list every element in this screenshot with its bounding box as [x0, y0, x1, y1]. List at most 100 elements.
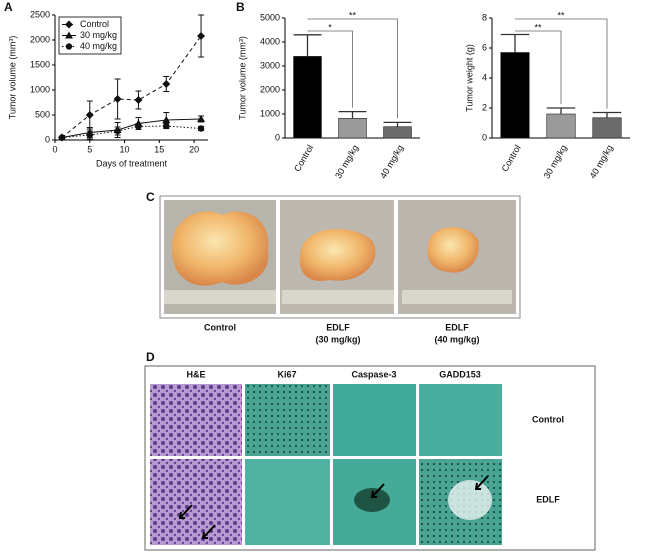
tumor — [171, 211, 269, 286]
x-tick-label: Control — [292, 143, 315, 173]
y-tick-label: 3000 — [260, 60, 280, 70]
marker — [162, 80, 171, 88]
stain — [354, 488, 390, 512]
micrograph — [150, 384, 242, 456]
x-tick-label: 30 mg/kg — [542, 143, 569, 180]
arrow — [370, 483, 385, 498]
x-tick-label: 0 — [52, 144, 57, 154]
y-tick-label: 0 — [275, 132, 280, 142]
tumor — [427, 227, 479, 273]
legend-label: 30 mg/kg — [80, 30, 117, 40]
photo-panel — [159, 195, 521, 319]
ruler — [402, 290, 512, 304]
marker — [86, 131, 93, 139]
significance-label: * — [328, 22, 332, 32]
photo-caption: Control — [204, 322, 236, 332]
significance-label: ** — [557, 10, 565, 20]
bar — [293, 56, 322, 139]
y-axis-title: Tumor weight (g) — [464, 44, 474, 112]
y-tick-label: 0 — [45, 134, 50, 144]
tumor — [299, 228, 376, 281]
column-header: H&E — [186, 369, 205, 379]
marker — [114, 127, 121, 135]
y-tick-label: 2000 — [30, 34, 50, 44]
y-tick-label: 2 — [482, 102, 487, 112]
significance-bracket — [515, 18, 608, 109]
legend-marker — [65, 43, 73, 50]
x-tick-label: 30 mg/kg — [333, 143, 360, 180]
marker — [162, 116, 171, 123]
bar — [383, 126, 412, 139]
legend-marker — [65, 31, 73, 39]
significance-bracket — [307, 30, 353, 108]
y-axis-title: Tumor volume (mm³) — [237, 36, 247, 120]
ruler — [164, 290, 276, 304]
x-tick-label: 5 — [87, 144, 92, 154]
y-tick-label: 1500 — [30, 59, 50, 69]
series-line — [61, 118, 202, 138]
arrow — [178, 504, 193, 519]
arrow — [201, 524, 216, 539]
micrograph — [333, 384, 416, 456]
significance-bracket — [515, 30, 562, 104]
marker — [197, 115, 206, 122]
y-tick-label: 1000 — [260, 108, 280, 118]
y-tick-label: 6 — [482, 42, 487, 52]
x-tick-label: 10 — [120, 144, 130, 154]
micrograph — [419, 384, 502, 456]
x-tick-label: 20 — [189, 144, 199, 154]
marker — [197, 32, 206, 40]
stain — [448, 480, 492, 520]
row-label: Control — [532, 414, 564, 424]
y-tick-label: 1000 — [30, 84, 50, 94]
micrograph — [150, 459, 242, 545]
y-tick-label: 500 — [35, 109, 50, 119]
y-tick-label: 5000 — [260, 12, 280, 22]
x-axis-title: Days of treatment — [96, 158, 168, 168]
histology-panel — [144, 365, 596, 551]
ruler — [282, 290, 394, 304]
x-tick-label: 15 — [154, 144, 164, 154]
photo-caption: EDLF — [445, 322, 469, 332]
legend-label: 40 mg/kg — [80, 41, 117, 51]
photo-caption: (40 mg/kg) — [434, 334, 479, 344]
bar — [338, 118, 367, 139]
row-label: EDLF — [536, 494, 560, 504]
x-tick-label: 40 mg/kg — [588, 143, 615, 180]
legend-marker — [65, 20, 73, 29]
significance-bracket — [307, 18, 398, 119]
column-header: Caspase-3 — [351, 369, 396, 379]
panel-label: C — [146, 190, 155, 204]
bar — [592, 117, 622, 139]
y-axis-title: Tumor volume (mm³) — [7, 36, 17, 120]
panel-label: B — [236, 0, 245, 14]
y-tick-label: 4 — [482, 72, 487, 82]
micrograph — [245, 384, 330, 456]
marker — [135, 123, 142, 130]
marker — [58, 134, 66, 141]
marker — [197, 125, 205, 132]
series-line — [61, 125, 202, 138]
marker — [134, 96, 143, 104]
column-header: GADD153 — [439, 369, 481, 379]
legend-label: Control — [80, 19, 109, 29]
column-header: Ki67 — [277, 369, 296, 379]
panel-label: D — [146, 350, 155, 364]
y-tick-label: 0 — [482, 132, 487, 142]
photo-caption: (30 mg/kg) — [315, 334, 360, 344]
y-tick-label: 8 — [482, 12, 487, 22]
panel-label: A — [4, 0, 13, 14]
photo-caption: EDLF — [326, 322, 350, 332]
marker — [85, 111, 94, 119]
y-tick-label: 2500 — [30, 9, 50, 19]
y-tick-label: 2000 — [260, 84, 280, 94]
x-tick-label: Control — [500, 143, 523, 173]
arrow — [474, 475, 489, 490]
y-tick-label: 4000 — [260, 36, 280, 46]
bar — [500, 52, 530, 139]
series-line — [61, 35, 202, 138]
marker — [163, 122, 170, 130]
marker — [113, 95, 122, 103]
micrograph — [245, 459, 330, 545]
